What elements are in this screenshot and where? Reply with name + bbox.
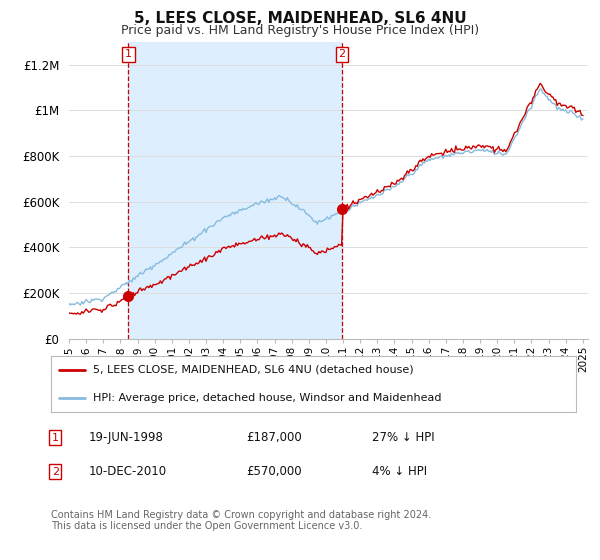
Text: HPI: Average price, detached house, Windsor and Maidenhead: HPI: Average price, detached house, Wind… [93,393,442,403]
Text: 2: 2 [52,466,59,477]
Text: Contains HM Land Registry data © Crown copyright and database right 2024.
This d: Contains HM Land Registry data © Crown c… [51,510,431,531]
Text: £570,000: £570,000 [246,465,302,478]
Bar [128,42,342,339]
Text: 5, LEES CLOSE, MAIDENHEAD, SL6 4NU: 5, LEES CLOSE, MAIDENHEAD, SL6 4NU [134,11,466,26]
Text: 19-JUN-1998: 19-JUN-1998 [89,431,164,445]
Text: 2: 2 [338,49,346,59]
Text: £187,000: £187,000 [246,431,302,445]
Text: 1: 1 [52,433,59,443]
Text: 1: 1 [125,49,132,59]
Text: 10-DEC-2010: 10-DEC-2010 [89,465,167,478]
Text: 27% ↓ HPI: 27% ↓ HPI [372,431,434,445]
Text: Price paid vs. HM Land Registry's House Price Index (HPI): Price paid vs. HM Land Registry's House … [121,24,479,36]
Text: 4% ↓ HPI: 4% ↓ HPI [372,465,427,478]
Text: 5, LEES CLOSE, MAIDENHEAD, SL6 4NU (detached house): 5, LEES CLOSE, MAIDENHEAD, SL6 4NU (deta… [93,365,413,375]
